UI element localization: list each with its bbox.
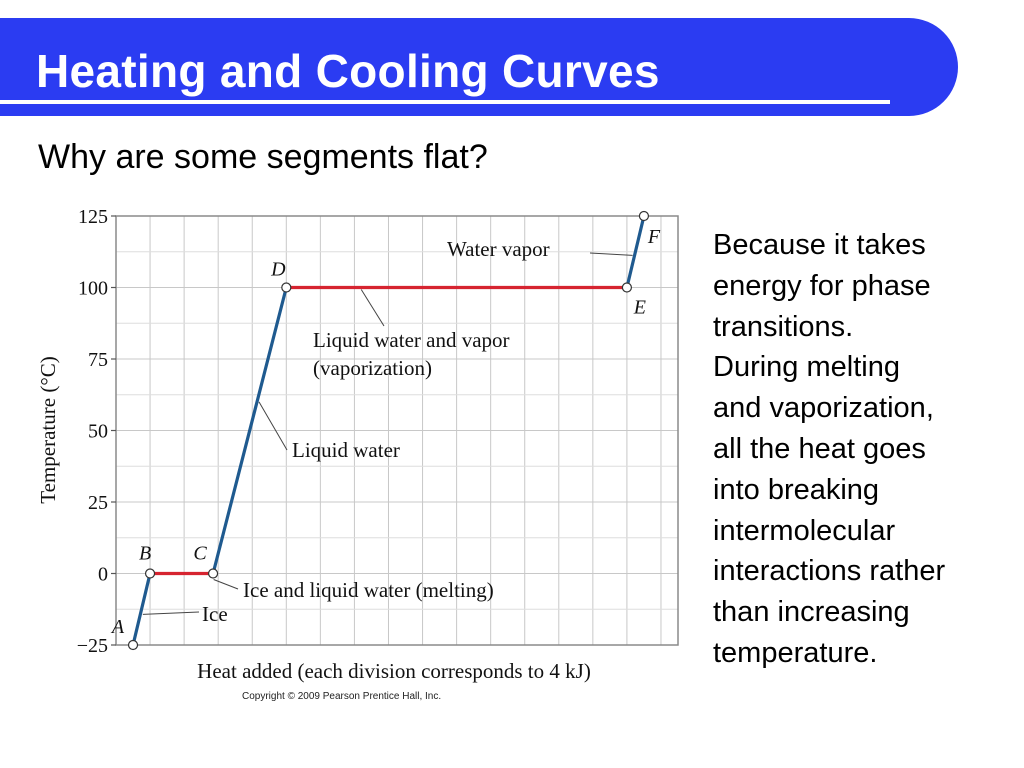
- y-tick-label: 100: [78, 278, 108, 300]
- annotation-label: Liquid water: [292, 438, 400, 462]
- explanation-line: all the heat goes: [713, 432, 926, 465]
- y-axis-ticks: −25 0 25 50 75 100 125: [77, 206, 116, 657]
- y-tick-label: 0: [98, 564, 108, 586]
- title-underline: [0, 100, 890, 104]
- curve-segment: [131, 571, 152, 647]
- title-bar: [0, 18, 958, 116]
- explanation-line: interactions rather: [713, 555, 946, 588]
- y-tick-label: 125: [78, 206, 108, 228]
- explanation-line: than increasing: [713, 596, 910, 629]
- curve-point-marker: [207, 568, 219, 579]
- curve-segment: [625, 214, 646, 290]
- y-tick-label: 50: [88, 421, 108, 443]
- curve-segment: [211, 285, 288, 576]
- y-tick-label: −25: [77, 635, 108, 657]
- annotation-leader-line: [360, 289, 385, 327]
- explanation-text: Because it takes energy for phase transi…: [713, 225, 1013, 674]
- explanation-line: temperature.: [713, 636, 878, 669]
- y-tick-label: 25: [88, 492, 108, 514]
- explanation-line: into breaking: [713, 473, 880, 506]
- x-axis-label: Heat added (each division corresponds to…: [197, 659, 591, 683]
- explanation-line: and vaporization,: [713, 392, 934, 425]
- annotation-leaders: [142, 252, 633, 615]
- explanation-line: intermolecular: [713, 514, 896, 547]
- annotation-label: Ice: [202, 602, 228, 626]
- y-axis-label: Temperature (°C): [36, 356, 60, 503]
- point-label: B: [139, 543, 151, 565]
- copyright-notice: Copyright © 2009 Pearson Prentice Hall, …: [242, 691, 442, 702]
- y-tick-label: 75: [88, 349, 108, 371]
- curve-points: A B C D E F: [110, 210, 661, 651]
- annotation-leader-line: [142, 611, 200, 615]
- annotation-leader-line: [213, 579, 239, 590]
- annotation-label: Ice and liquid water (melting): [243, 578, 494, 602]
- curve-point-marker: [144, 568, 156, 579]
- curve-segments: [131, 214, 646, 647]
- annotation-leader-line: [589, 252, 633, 256]
- slide-title: Heating and Cooling Curves: [36, 45, 660, 97]
- annotation-leader-line: [258, 401, 288, 451]
- explanation-line: transitions.: [713, 310, 854, 343]
- curve-point-marker: [638, 210, 650, 222]
- point-label: D: [270, 259, 286, 281]
- point-label: E: [633, 297, 646, 319]
- explanation-line: energy for phase: [713, 269, 931, 302]
- slide-subtitle: Why are some segments flat?: [38, 138, 488, 176]
- point-label: A: [110, 616, 125, 638]
- point-label: F: [647, 226, 661, 248]
- explanation-line: Because it takes: [713, 229, 926, 261]
- annotation-label: (vaporization): [313, 356, 432, 380]
- curve-point-marker: [621, 282, 633, 293]
- annotation-label: Water vapor: [447, 237, 550, 261]
- explanation-line: During melting: [713, 351, 900, 384]
- curve-point-marker: [281, 282, 292, 293]
- annotation-labels: Ice Ice and liquid water (melting) Liquid …: [202, 237, 550, 626]
- curve-point-marker: [127, 639, 139, 651]
- annotation-label: Liquid water and vapor: [313, 328, 510, 352]
- point-label: C: [193, 543, 207, 565]
